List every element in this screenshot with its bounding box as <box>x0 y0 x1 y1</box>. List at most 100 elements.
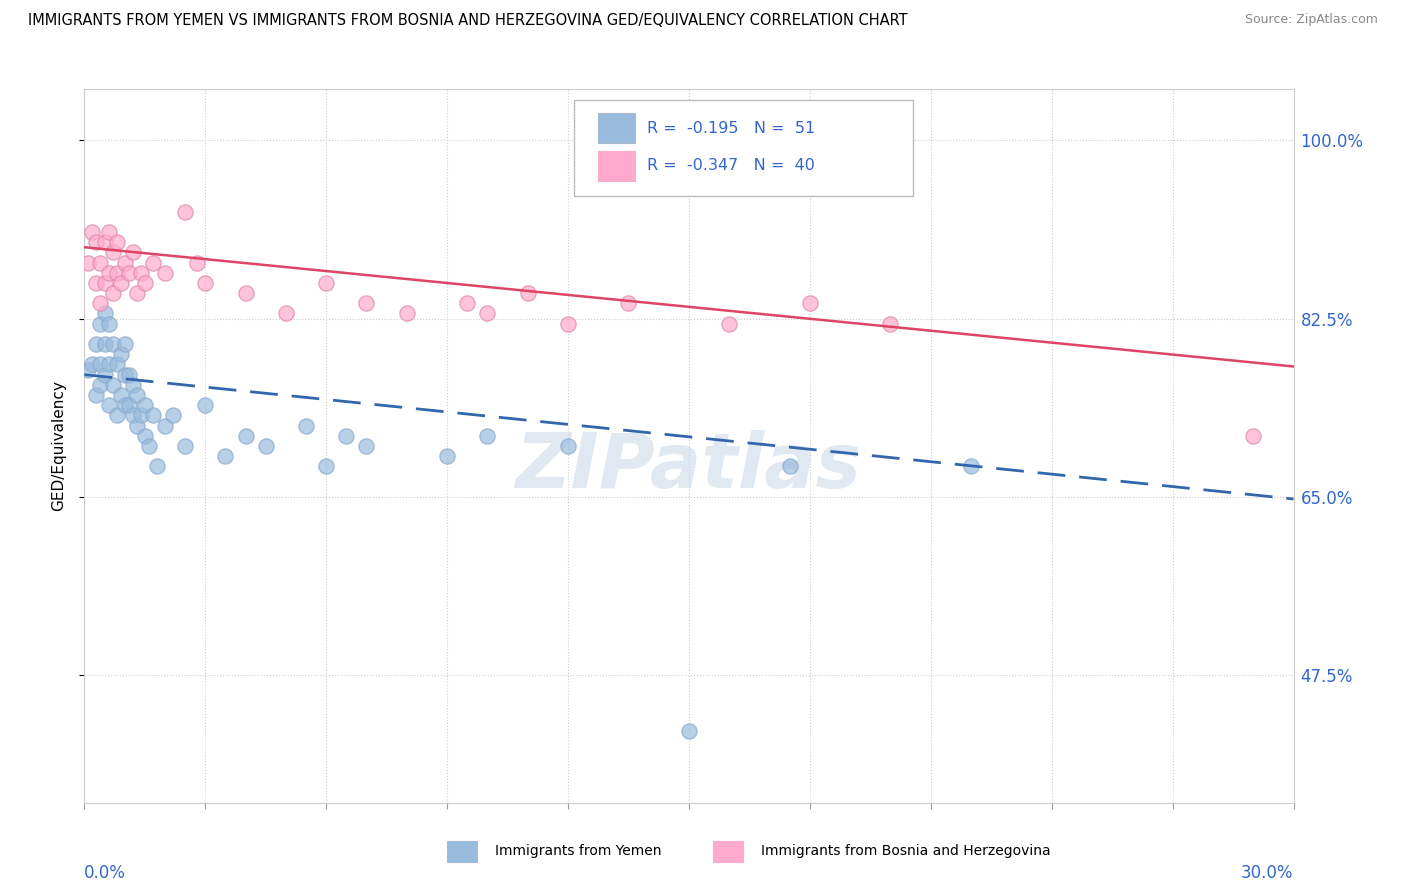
Point <box>97 317 120 331</box>
Text: IMMIGRANTS FROM YEMEN VS IMMIGRANTS FROM BOSNIA AND HERZEGOVINA GED/EQUIVALENCY : IMMIGRANTS FROM YEMEN VS IMMIGRANTS FROM… <box>28 13 908 29</box>
Point <box>125 418 148 433</box>
Point <box>93 276 115 290</box>
Point <box>114 368 136 382</box>
Point <box>114 398 136 412</box>
Point <box>356 439 378 453</box>
Point <box>105 409 128 423</box>
Point <box>134 276 156 290</box>
FancyBboxPatch shape <box>574 100 912 196</box>
FancyBboxPatch shape <box>599 113 634 144</box>
Point <box>879 317 901 331</box>
Point <box>134 398 156 412</box>
Point <box>86 388 108 402</box>
Point <box>93 235 115 249</box>
Point <box>138 439 160 453</box>
Point <box>557 439 579 453</box>
Point <box>118 266 141 280</box>
Y-axis label: GED/Equivalency: GED/Equivalency <box>51 381 66 511</box>
Text: Immigrants from Yemen: Immigrants from Yemen <box>495 845 662 858</box>
Point <box>129 409 152 423</box>
Point <box>134 429 156 443</box>
Point <box>89 358 111 372</box>
Point <box>77 255 100 269</box>
Point <box>146 459 169 474</box>
Point <box>118 398 141 412</box>
Point <box>1241 429 1264 443</box>
Point <box>121 409 143 423</box>
Point <box>82 358 104 372</box>
Point <box>101 337 124 351</box>
Point <box>235 286 257 301</box>
Point <box>97 398 120 412</box>
Point <box>121 377 143 392</box>
Point <box>86 235 108 249</box>
Point <box>101 245 124 260</box>
Point <box>516 286 538 301</box>
Point <box>125 388 148 402</box>
Point <box>779 459 801 474</box>
Point <box>162 409 184 423</box>
Point <box>617 296 640 310</box>
Point <box>121 245 143 260</box>
Point <box>174 204 197 219</box>
FancyBboxPatch shape <box>447 840 478 862</box>
Point <box>718 317 741 331</box>
Point <box>114 337 136 351</box>
Text: 30.0%: 30.0% <box>1241 864 1294 882</box>
Point <box>315 459 337 474</box>
Point <box>93 368 115 382</box>
Point <box>101 377 124 392</box>
Point <box>456 296 478 310</box>
Point <box>89 317 111 331</box>
Point <box>960 459 983 474</box>
Point <box>93 337 115 351</box>
Point <box>235 429 257 443</box>
Point <box>186 255 208 269</box>
Point <box>174 439 197 453</box>
Point <box>142 409 165 423</box>
Point <box>101 286 124 301</box>
Point <box>194 276 217 290</box>
Text: 0.0%: 0.0% <box>84 864 127 882</box>
Point <box>82 225 104 239</box>
Text: R =  -0.195   N =  51: R = -0.195 N = 51 <box>647 121 815 136</box>
Point <box>315 276 337 290</box>
Text: Immigrants from Bosnia and Herzegovina: Immigrants from Bosnia and Herzegovina <box>762 845 1052 858</box>
Point <box>105 235 128 249</box>
Point <box>153 266 176 280</box>
Point <box>77 362 100 376</box>
FancyBboxPatch shape <box>599 151 634 180</box>
Point <box>125 286 148 301</box>
Text: Source: ZipAtlas.com: Source: ZipAtlas.com <box>1244 13 1378 27</box>
Point <box>274 306 297 320</box>
Point <box>110 347 132 361</box>
Point <box>295 418 318 433</box>
Point <box>86 337 108 351</box>
Point <box>194 398 217 412</box>
Point <box>97 266 120 280</box>
Point <box>214 449 236 463</box>
Point <box>395 306 418 320</box>
Point <box>142 255 165 269</box>
Point <box>335 429 357 443</box>
Point <box>129 266 152 280</box>
Point <box>153 418 176 433</box>
Point <box>97 358 120 372</box>
Point <box>477 306 499 320</box>
Point <box>93 306 115 320</box>
Point <box>105 266 128 280</box>
Text: R =  -0.347   N =  40: R = -0.347 N = 40 <box>647 158 814 173</box>
Point <box>86 276 108 290</box>
Point <box>799 296 821 310</box>
Point <box>356 296 378 310</box>
FancyBboxPatch shape <box>713 840 744 862</box>
Point <box>254 439 277 453</box>
Point <box>110 388 132 402</box>
Point <box>118 368 141 382</box>
Point <box>97 225 120 239</box>
Point <box>678 724 700 739</box>
Point <box>436 449 458 463</box>
Point <box>477 429 499 443</box>
Point <box>557 317 579 331</box>
Point <box>89 377 111 392</box>
